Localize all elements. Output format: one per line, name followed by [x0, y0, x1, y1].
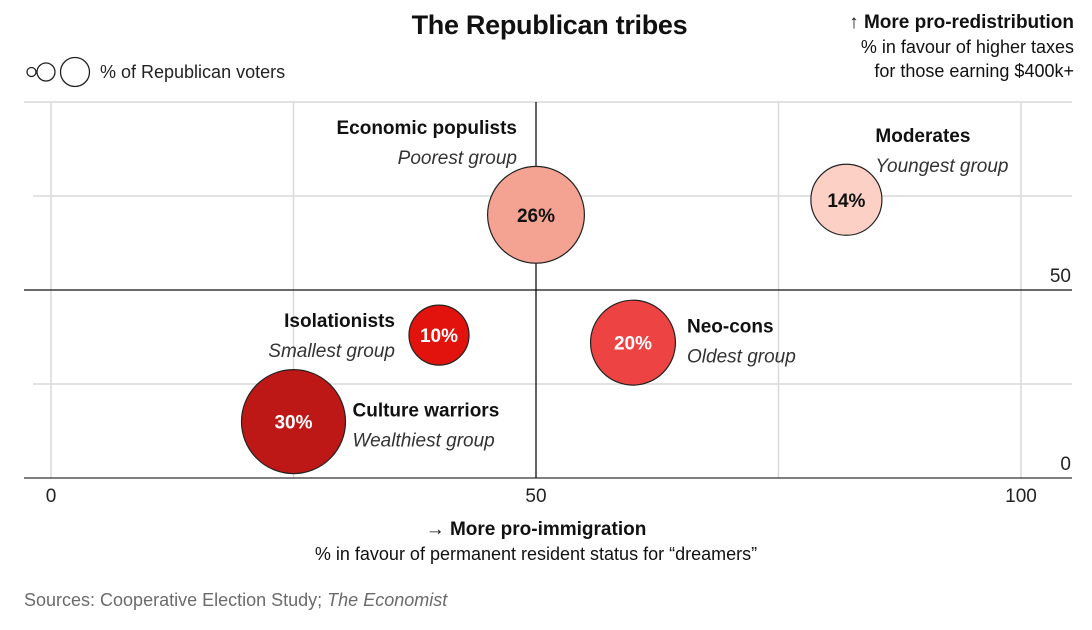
x-axis-subtitle: % in favour of permanent resident status…: [314, 544, 758, 564]
y-axis-subtitle-line2: for those earning $400k+: [874, 61, 1074, 81]
y-axis-subtitle-line1: % in favour of higher taxes: [860, 37, 1074, 57]
group-name: Isolationists: [284, 311, 395, 332]
source-text: Sources: Cooperative Election Study;: [24, 590, 328, 610]
size-legend-circles-icon: [26, 56, 91, 88]
x-tick-label: 50: [525, 486, 546, 507]
y-axis-title-text: More pro-redistribution: [863, 12, 1074, 33]
source-note: Sources: Cooperative Election Study; The…: [24, 590, 447, 611]
annotations: Economic populists Poorest group Moderates…: [268, 118, 1008, 452]
x-tick-label: 100: [1005, 486, 1037, 507]
group-note: Smallest group: [268, 341, 395, 362]
bubbles: 26% 14% 10% 20% 30%: [240, 163, 883, 475]
bubble: [240, 369, 347, 475]
y-axis-title: ↑ More pro-redistribution: [849, 11, 1074, 35]
bubble-label: 14%: [827, 191, 865, 212]
bubble: [589, 299, 677, 386]
group-name: Neo-cons: [687, 317, 774, 338]
group-note: Youngest group: [875, 156, 1008, 177]
bubble-label: 20%: [614, 334, 652, 355]
chart-title: The Republican tribes: [411, 10, 688, 40]
y-axis-header: ↑ More pro-redistribution % in favour of…: [849, 11, 1074, 83]
tick-labels: 0 50 100 0 50: [46, 266, 1071, 507]
group-note: Poorest group: [398, 148, 517, 169]
x-axis-title: → More pro-immigration: [0, 518, 1072, 542]
source-publication: The Economist: [327, 590, 448, 610]
group-name: Economic populists: [336, 118, 517, 139]
bubble: [810, 163, 883, 236]
group-note: Oldest group: [687, 347, 796, 368]
bubble-label: 30%: [274, 413, 312, 434]
y-tick-label: 50: [1050, 266, 1071, 287]
bubble: [486, 165, 586, 264]
bubble-label: 26%: [517, 206, 555, 227]
x-axis-title-text: More pro-immigration: [449, 519, 647, 540]
up-arrow-icon: ↑: [849, 12, 859, 33]
x-axis-header: → More pro-immigration % in favour of pe…: [0, 518, 1072, 566]
bubble: [408, 304, 470, 366]
group-note: Wealthiest group: [353, 431, 495, 452]
right-arrow-icon: →: [425, 519, 445, 540]
group-name: Culture warriors: [353, 401, 500, 422]
axes: [24, 102, 1072, 479]
size-legend: % of Republican voters: [24, 56, 286, 88]
bubble-label: 10%: [420, 326, 458, 347]
group-name: Moderates: [875, 126, 970, 147]
size-legend-label: % of Republican voters: [100, 61, 286, 82]
x-tick-label: 0: [46, 486, 57, 507]
y-tick-label: 0: [1060, 454, 1071, 475]
